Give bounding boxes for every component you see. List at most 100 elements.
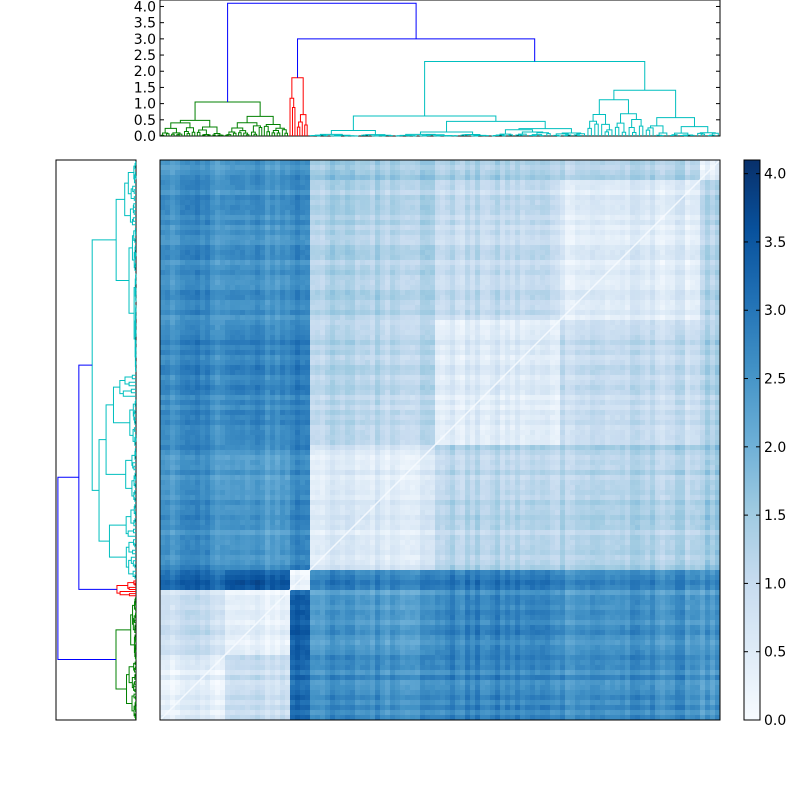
heatmap-cell (615, 345, 621, 351)
heatmap-cell (305, 185, 311, 191)
heatmap-cell (375, 305, 381, 311)
heatmap-cell (445, 220, 451, 226)
heatmap-cell (475, 230, 481, 236)
heatmap-cell (380, 220, 386, 226)
heatmap-cell (470, 185, 476, 191)
heatmap-cell (440, 190, 446, 196)
heatmap-cell (250, 325, 256, 331)
heatmap-cell (425, 260, 431, 266)
heatmap-cell (305, 295, 311, 301)
heatmap-cell (495, 215, 501, 221)
heatmap-cell (360, 245, 366, 251)
heatmap-cell (300, 335, 306, 341)
heatmap-cell (275, 310, 281, 316)
heatmap-cell (290, 255, 296, 261)
heatmap-cell (470, 235, 476, 241)
heatmap-cell (425, 350, 431, 356)
heatmap-cell (640, 270, 646, 276)
heatmap-cell (160, 255, 166, 261)
heatmap-cell (340, 200, 346, 206)
heatmap-cell (440, 315, 446, 321)
heatmap-cell (495, 330, 501, 336)
heatmap-cell (650, 165, 656, 171)
heatmap-cell (630, 195, 636, 201)
heatmap-cell (320, 235, 326, 241)
heatmap-cell (645, 355, 651, 361)
heatmap-cell (685, 340, 691, 346)
heatmap-cell (570, 210, 576, 216)
heatmap-cell (695, 165, 701, 171)
heatmap-cell (490, 170, 496, 176)
heatmap-cell (505, 310, 511, 316)
heatmap-cell (460, 170, 466, 176)
heatmap-cell (235, 325, 241, 331)
heatmap-cell (300, 230, 306, 236)
heatmap-cell (510, 185, 516, 191)
heatmap-cell (470, 225, 476, 231)
heatmap-cell (495, 245, 501, 251)
heatmap-cell (310, 165, 316, 171)
heatmap-cell (510, 220, 516, 226)
heatmap-cell (535, 255, 541, 261)
heatmap-cell (415, 235, 421, 241)
heatmap-cell (250, 180, 256, 186)
heatmap-cell (535, 240, 541, 246)
heatmap-cell (640, 305, 646, 311)
heatmap-cell (435, 220, 441, 226)
heatmap-cell (300, 260, 306, 266)
heatmap-cell (520, 325, 526, 331)
heatmap-cell (320, 190, 326, 196)
heatmap-cell (275, 190, 281, 196)
heatmap-cell (425, 175, 431, 181)
heatmap-cell (470, 355, 476, 361)
heatmap-cell (680, 300, 686, 306)
left-dendrogram-link (131, 676, 135, 689)
heatmap-cell (660, 355, 666, 361)
heatmap-cell (575, 160, 581, 166)
heatmap-cell (585, 205, 591, 211)
heatmap-cell (520, 360, 526, 366)
heatmap-cell (175, 225, 181, 231)
heatmap-cell (165, 160, 171, 166)
heatmap-cell (635, 260, 641, 266)
heatmap-cell (260, 305, 266, 311)
heatmap-cell (160, 350, 166, 356)
heatmap-cell (255, 360, 261, 366)
heatmap-cell (620, 285, 626, 291)
heatmap-cell (220, 295, 226, 301)
heatmap-cell (465, 170, 471, 176)
heatmap-cell (560, 205, 566, 211)
heatmap-cell (660, 185, 666, 191)
heatmap-cell (185, 175, 191, 181)
heatmap-cell (715, 200, 721, 206)
heatmap-cell (185, 160, 191, 166)
heatmap-cell (680, 340, 686, 346)
heatmap-cell (560, 225, 566, 231)
heatmap-cell (230, 275, 236, 281)
top-dendrogram-link (517, 133, 527, 136)
heatmap-cell (270, 210, 276, 216)
heatmap-cell (450, 330, 456, 336)
heatmap-cell (460, 300, 466, 306)
heatmap-cell (235, 330, 241, 336)
heatmap-cell (305, 290, 311, 296)
heatmap-cell (540, 325, 546, 331)
heatmap-cell (290, 210, 296, 216)
heatmap-cell (470, 175, 476, 181)
heatmap-cell (275, 205, 281, 211)
heatmap-cell (170, 230, 176, 236)
heatmap-cell (435, 285, 441, 291)
heatmap-cell (660, 205, 666, 211)
heatmap-cell (170, 270, 176, 276)
heatmap-cell (690, 245, 696, 251)
heatmap-cell (450, 255, 456, 261)
heatmap-cell (350, 265, 356, 271)
heatmap-cell (510, 315, 516, 321)
heatmap-cell (460, 190, 466, 196)
heatmap-cell (495, 225, 501, 231)
heatmap-cell (235, 350, 241, 356)
heatmap-cell (185, 215, 191, 221)
heatmap-cell (300, 225, 306, 231)
heatmap-cell (425, 205, 431, 211)
